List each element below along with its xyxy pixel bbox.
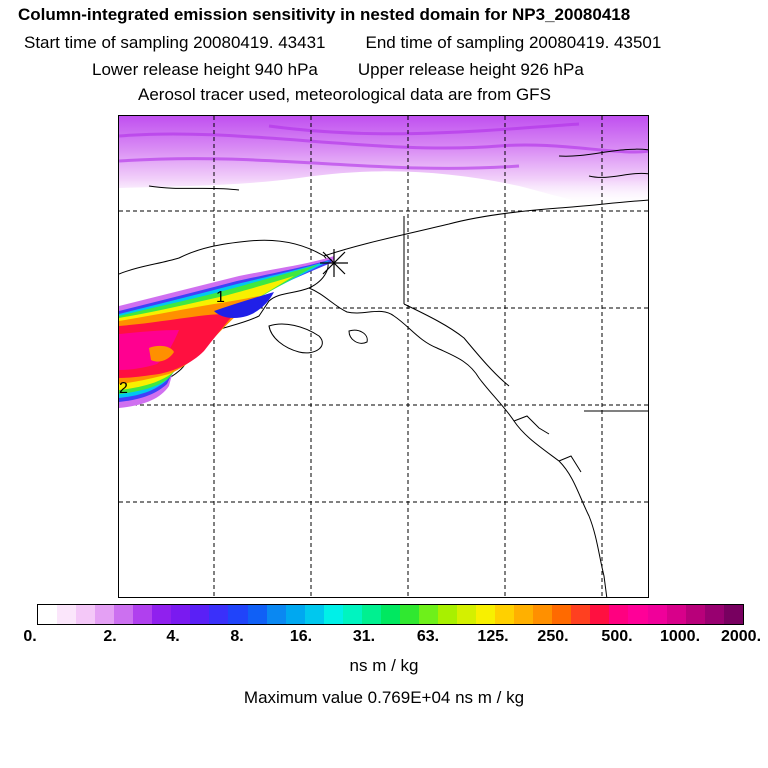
colorbar-segment bbox=[247, 605, 267, 624]
colorbar-segment bbox=[533, 605, 553, 624]
colorbar-segment bbox=[590, 605, 610, 624]
sampling-times: Start time of sampling 20080419. 43431 En… bbox=[24, 33, 768, 53]
colorbar-segment bbox=[114, 605, 134, 624]
colorbar-segment bbox=[152, 605, 172, 624]
colorbar-segment bbox=[723, 605, 743, 624]
map-label-1: 1 bbox=[216, 289, 225, 306]
colorbar-tick-label: 2000. bbox=[720, 628, 762, 645]
colorbar-segment bbox=[304, 605, 324, 624]
colorbar-tick-label: 1000. bbox=[659, 628, 701, 645]
colorbar-segment bbox=[95, 605, 115, 624]
lower-release-height: Lower release height 940 hPa bbox=[92, 60, 318, 79]
colorbar-segment bbox=[399, 605, 419, 624]
coastlines bbox=[119, 148, 648, 597]
colorbar-tick-label: 31. bbox=[352, 628, 376, 645]
colorbar-tick-label: 0. bbox=[23, 628, 37, 645]
colorbar-segment bbox=[76, 605, 96, 624]
colorbar-segment bbox=[647, 605, 667, 624]
colorbar-segment bbox=[133, 605, 153, 624]
colorbar-segment bbox=[323, 605, 343, 624]
colorbar-segment bbox=[209, 605, 229, 624]
colorbar bbox=[37, 604, 744, 625]
colorbar-tick-label: 125. bbox=[477, 628, 509, 645]
colorbar-segment bbox=[266, 605, 286, 624]
colorbar-segment bbox=[704, 605, 724, 624]
colorbar-segment bbox=[361, 605, 381, 624]
colorbar-segment bbox=[57, 605, 77, 624]
colorbar-segment bbox=[380, 605, 400, 624]
colorbar-tick-label: 16. bbox=[289, 628, 313, 645]
colorbar-segment bbox=[418, 605, 438, 624]
colorbar-segment bbox=[457, 605, 477, 624]
colorbar-segment bbox=[552, 605, 572, 624]
graticule bbox=[119, 116, 648, 597]
colorbar-segment bbox=[571, 605, 591, 624]
borders bbox=[403, 216, 648, 412]
colorbar-segment bbox=[495, 605, 515, 624]
colorbar-segment bbox=[190, 605, 210, 624]
colorbar-tick-label: 63. bbox=[416, 628, 440, 645]
northern-sensitivity-band bbox=[119, 116, 648, 207]
maximum-value: Maximum value 0.769E+04 ns m / kg bbox=[243, 688, 525, 707]
colorbar-segment bbox=[666, 605, 686, 624]
colorbar-segment bbox=[514, 605, 534, 624]
release-heights: Lower release height 940 hPa Upper releas… bbox=[92, 60, 768, 80]
map-panel: 1 2 bbox=[118, 115, 649, 598]
colorbar-segment bbox=[38, 605, 58, 624]
colorbar-tick-label: 2. bbox=[103, 628, 117, 645]
start-time: Start time of sampling 20080419. 43431 bbox=[24, 33, 326, 52]
map-title: Column-integrated emission sensitivity i… bbox=[18, 5, 631, 24]
release-point-marker bbox=[320, 249, 348, 277]
colorbar-unit: ns m / kg bbox=[349, 656, 419, 675]
end-time: End time of sampling 20080419. 43501 bbox=[365, 33, 662, 52]
colorbar-segment bbox=[171, 605, 191, 624]
colorbar-tick-label: 8. bbox=[230, 628, 244, 645]
colorbar-segment bbox=[609, 605, 629, 624]
colorbar-tick-label: 250. bbox=[537, 628, 569, 645]
colorbar-segment bbox=[476, 605, 496, 624]
colorbar-segment bbox=[628, 605, 648, 624]
colorbar-segment bbox=[437, 605, 458, 624]
colorbar-segment bbox=[685, 605, 705, 624]
map-label-2: 2 bbox=[119, 380, 128, 397]
map-canvas: 1 2 bbox=[119, 116, 648, 597]
sensitivity-plume bbox=[119, 256, 334, 408]
colorbar-tick-label: 500. bbox=[601, 628, 633, 645]
colorbar-segment bbox=[342, 605, 362, 624]
upper-release-height: Upper release height 926 hPa bbox=[357, 60, 584, 79]
colorbar-segment bbox=[228, 605, 248, 624]
colorbar-tick-label: 4. bbox=[166, 628, 180, 645]
colorbar-segment bbox=[285, 605, 305, 624]
tracer-note: Aerosol tracer used, meteorological data… bbox=[138, 85, 551, 104]
